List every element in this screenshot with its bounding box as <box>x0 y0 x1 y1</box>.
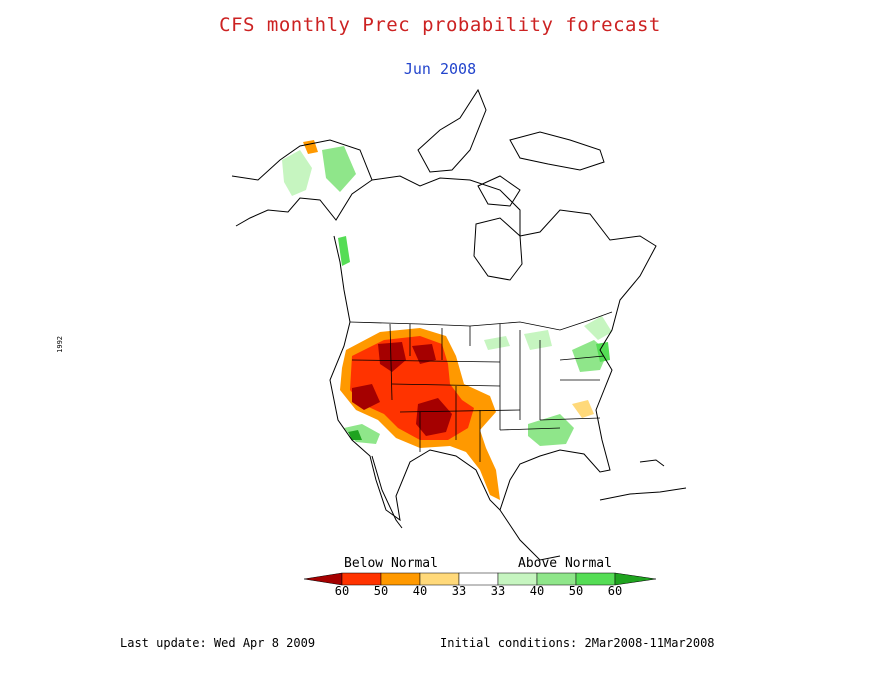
chart-subtitle: Jun 2008 <box>403 60 477 78</box>
initial-conditions-text: Initial conditions: 2Mar2008-11Mar2008 <box>440 636 715 650</box>
legend-tick: 40 <box>529 584 545 598</box>
legend-colorbar <box>303 572 657 586</box>
legend-above-label: Above Normal <box>518 556 612 571</box>
chart-title: CFS monthly Prec probability forecast <box>219 14 661 36</box>
legend-tick: 50 <box>568 584 584 598</box>
legend-tick: 50 <box>373 584 389 598</box>
anomaly-shading <box>282 140 612 500</box>
legend-tick: 60 <box>607 584 623 598</box>
last-update-text: Last update: Wed Apr 8 2009 <box>120 636 316 650</box>
legend-tick: 40 <box>412 584 428 598</box>
legend-tick: 33 <box>490 584 506 598</box>
legend-arrow-right <box>614 572 657 586</box>
continent-outlines <box>231 88 687 561</box>
legend-tick: 60 <box>334 584 350 598</box>
side-mark-text: 1992 <box>56 336 64 353</box>
legend-tick: 33 <box>451 584 467 598</box>
state-boundaries <box>349 311 613 462</box>
legend-below-label: Below Normal <box>344 556 438 571</box>
